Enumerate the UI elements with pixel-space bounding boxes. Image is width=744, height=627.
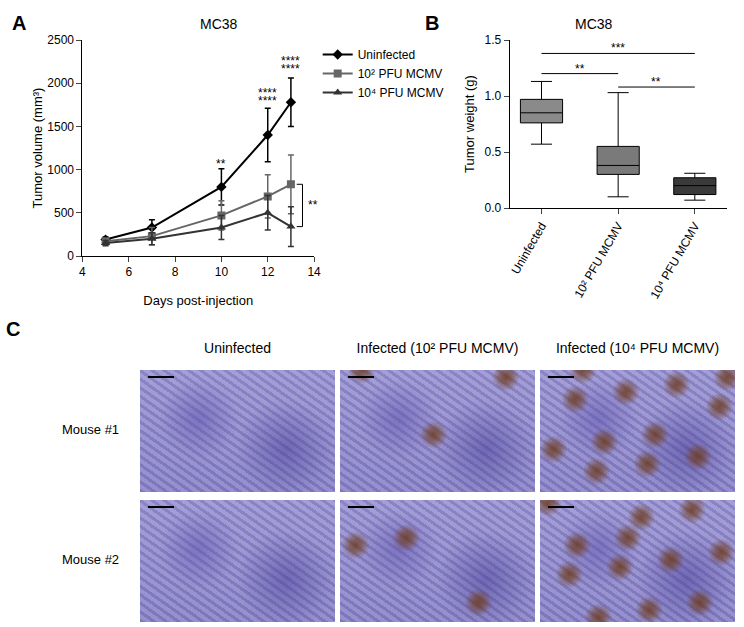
svg-text:2000: 2000	[47, 76, 74, 90]
svg-text:8: 8	[172, 265, 179, 279]
svg-text:10: 10	[215, 265, 229, 279]
svg-text:4: 4	[79, 265, 86, 279]
svg-text:****: ****	[281, 62, 300, 76]
svg-text:1500: 1500	[47, 120, 74, 134]
svg-text:0: 0	[67, 249, 74, 263]
svg-text:10² PFU MCMV: 10² PFU MCMV	[358, 67, 443, 81]
svg-text:**: **	[216, 157, 226, 171]
svg-text:6: 6	[125, 265, 132, 279]
html-text:Infected (10⁴ PFU MCMV): Infected (10⁴ PFU MCMV)	[555, 340, 720, 356]
svg-text:Uninfected: Uninfected	[358, 48, 415, 62]
svg-text:***: ***	[611, 41, 625, 55]
svg-text:B: B	[425, 12, 439, 34]
html-text:C: C	[6, 318, 21, 340]
svg-text:MC38: MC38	[200, 16, 238, 32]
svg-text:****: ****	[258, 86, 277, 100]
svg-text:****: ****	[258, 94, 277, 108]
html-text:Infected (10² PFU MCMV): Infected (10² PFU MCMV)	[356, 340, 519, 356]
svg-text:Days post-injection: Days post-injection	[143, 293, 253, 308]
svg-text:****: ****	[281, 54, 300, 68]
svg-text:Tumor weight (g): Tumor weight (g)	[462, 75, 477, 173]
svg-text:0.0: 0.0	[484, 201, 501, 215]
svg-text:10⁴ PFU MCMV: 10⁴ PFU MCMV	[358, 86, 444, 100]
svg-text:0.5: 0.5	[484, 145, 501, 159]
svg-text:10⁴ PFU MCMV: 10⁴ PFU MCMV	[648, 220, 703, 301]
svg-text:1.0: 1.0	[484, 89, 501, 103]
html-text:Uninfected: Uninfected	[204, 340, 271, 356]
html-text:Mouse #1: Mouse #1	[62, 422, 120, 437]
svg-text:**: **	[651, 75, 661, 89]
svg-text:A: A	[12, 12, 26, 34]
svg-text:**: **	[575, 62, 585, 76]
svg-text:**: **	[308, 198, 318, 212]
html-text:Mouse #2: Mouse #2	[62, 552, 120, 567]
svg-text:Uninfected: Uninfected	[508, 220, 549, 277]
svg-text:14: 14	[307, 265, 321, 279]
svg-text:500: 500	[54, 206, 74, 220]
svg-text:Tumor volume (mm³): Tumor volume (mm³)	[30, 88, 45, 209]
svg-text:1.5: 1.5	[484, 33, 501, 47]
svg-text:12: 12	[261, 265, 275, 279]
svg-text:MC38: MC38	[575, 16, 613, 32]
svg-text:10² PFU MCMV: 10² PFU MCMV	[571, 220, 625, 300]
svg-text:2500: 2500	[47, 33, 74, 47]
svg-text:1000: 1000	[47, 163, 74, 177]
